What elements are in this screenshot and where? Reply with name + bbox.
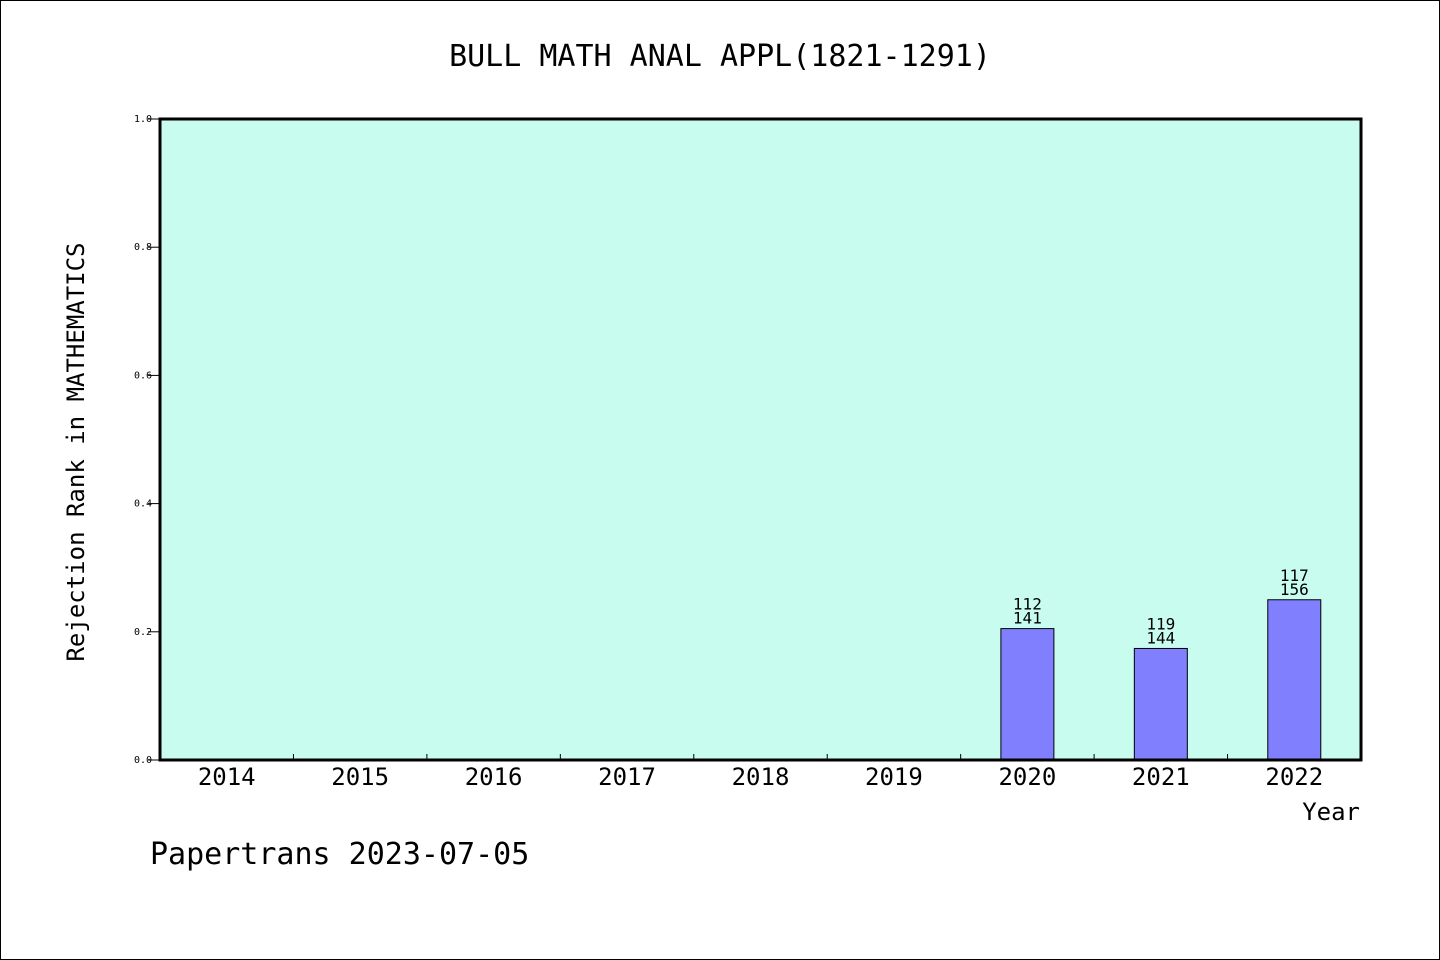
bar-2022 [1267,599,1322,761]
bar-label-top: 119 [1146,614,1175,633]
x-tick-label: 2021 [1132,763,1190,791]
footer-text: Papertrans 2023-07-05 [150,837,529,872]
x-axis-label: Year [1302,798,1360,826]
plot-border [158,117,1363,762]
y-tick-label: 0.2 [134,627,152,638]
x-tick-label: 2016 [465,763,523,791]
x-tick-label: 2022 [1265,763,1323,791]
y-tick-label: 1.0 [134,114,152,125]
y-tick-label: 0.0 [134,755,152,766]
y-tick-label: 0.4 [134,499,152,510]
x-tick-label: 2014 [198,763,256,791]
bar-label-top: 112 [1013,595,1042,614]
bar-label-bottom: 156 [1280,580,1309,599]
y-tick-label: 0.6 [134,370,152,381]
bar-2020 [1000,628,1055,761]
bar-2021 [1133,647,1188,761]
x-tick-label: 2019 [865,763,923,791]
y-tick-label: 0.8 [134,242,152,253]
x-tick-label: 2020 [998,763,1056,791]
bar-label-bottom: 144 [1146,628,1175,647]
bar-label-bottom: 141 [1013,609,1042,628]
x-tick-label: 2018 [732,763,790,791]
chart-title: BULL MATH ANAL APPL(1821-1291) [449,39,991,74]
x-tick-label: 2017 [598,763,656,791]
bar-label-top: 117 [1280,566,1309,585]
ticks-layer: 0.0 0.2 0.4 0.6 0.8 1.0 2014 2015 2016 2017 2018 20… [134,114,1323,791]
y-axis-label: Rejection Rank in MATHEMATICS [62,242,90,661]
x-tick-label: 2015 [331,763,389,791]
